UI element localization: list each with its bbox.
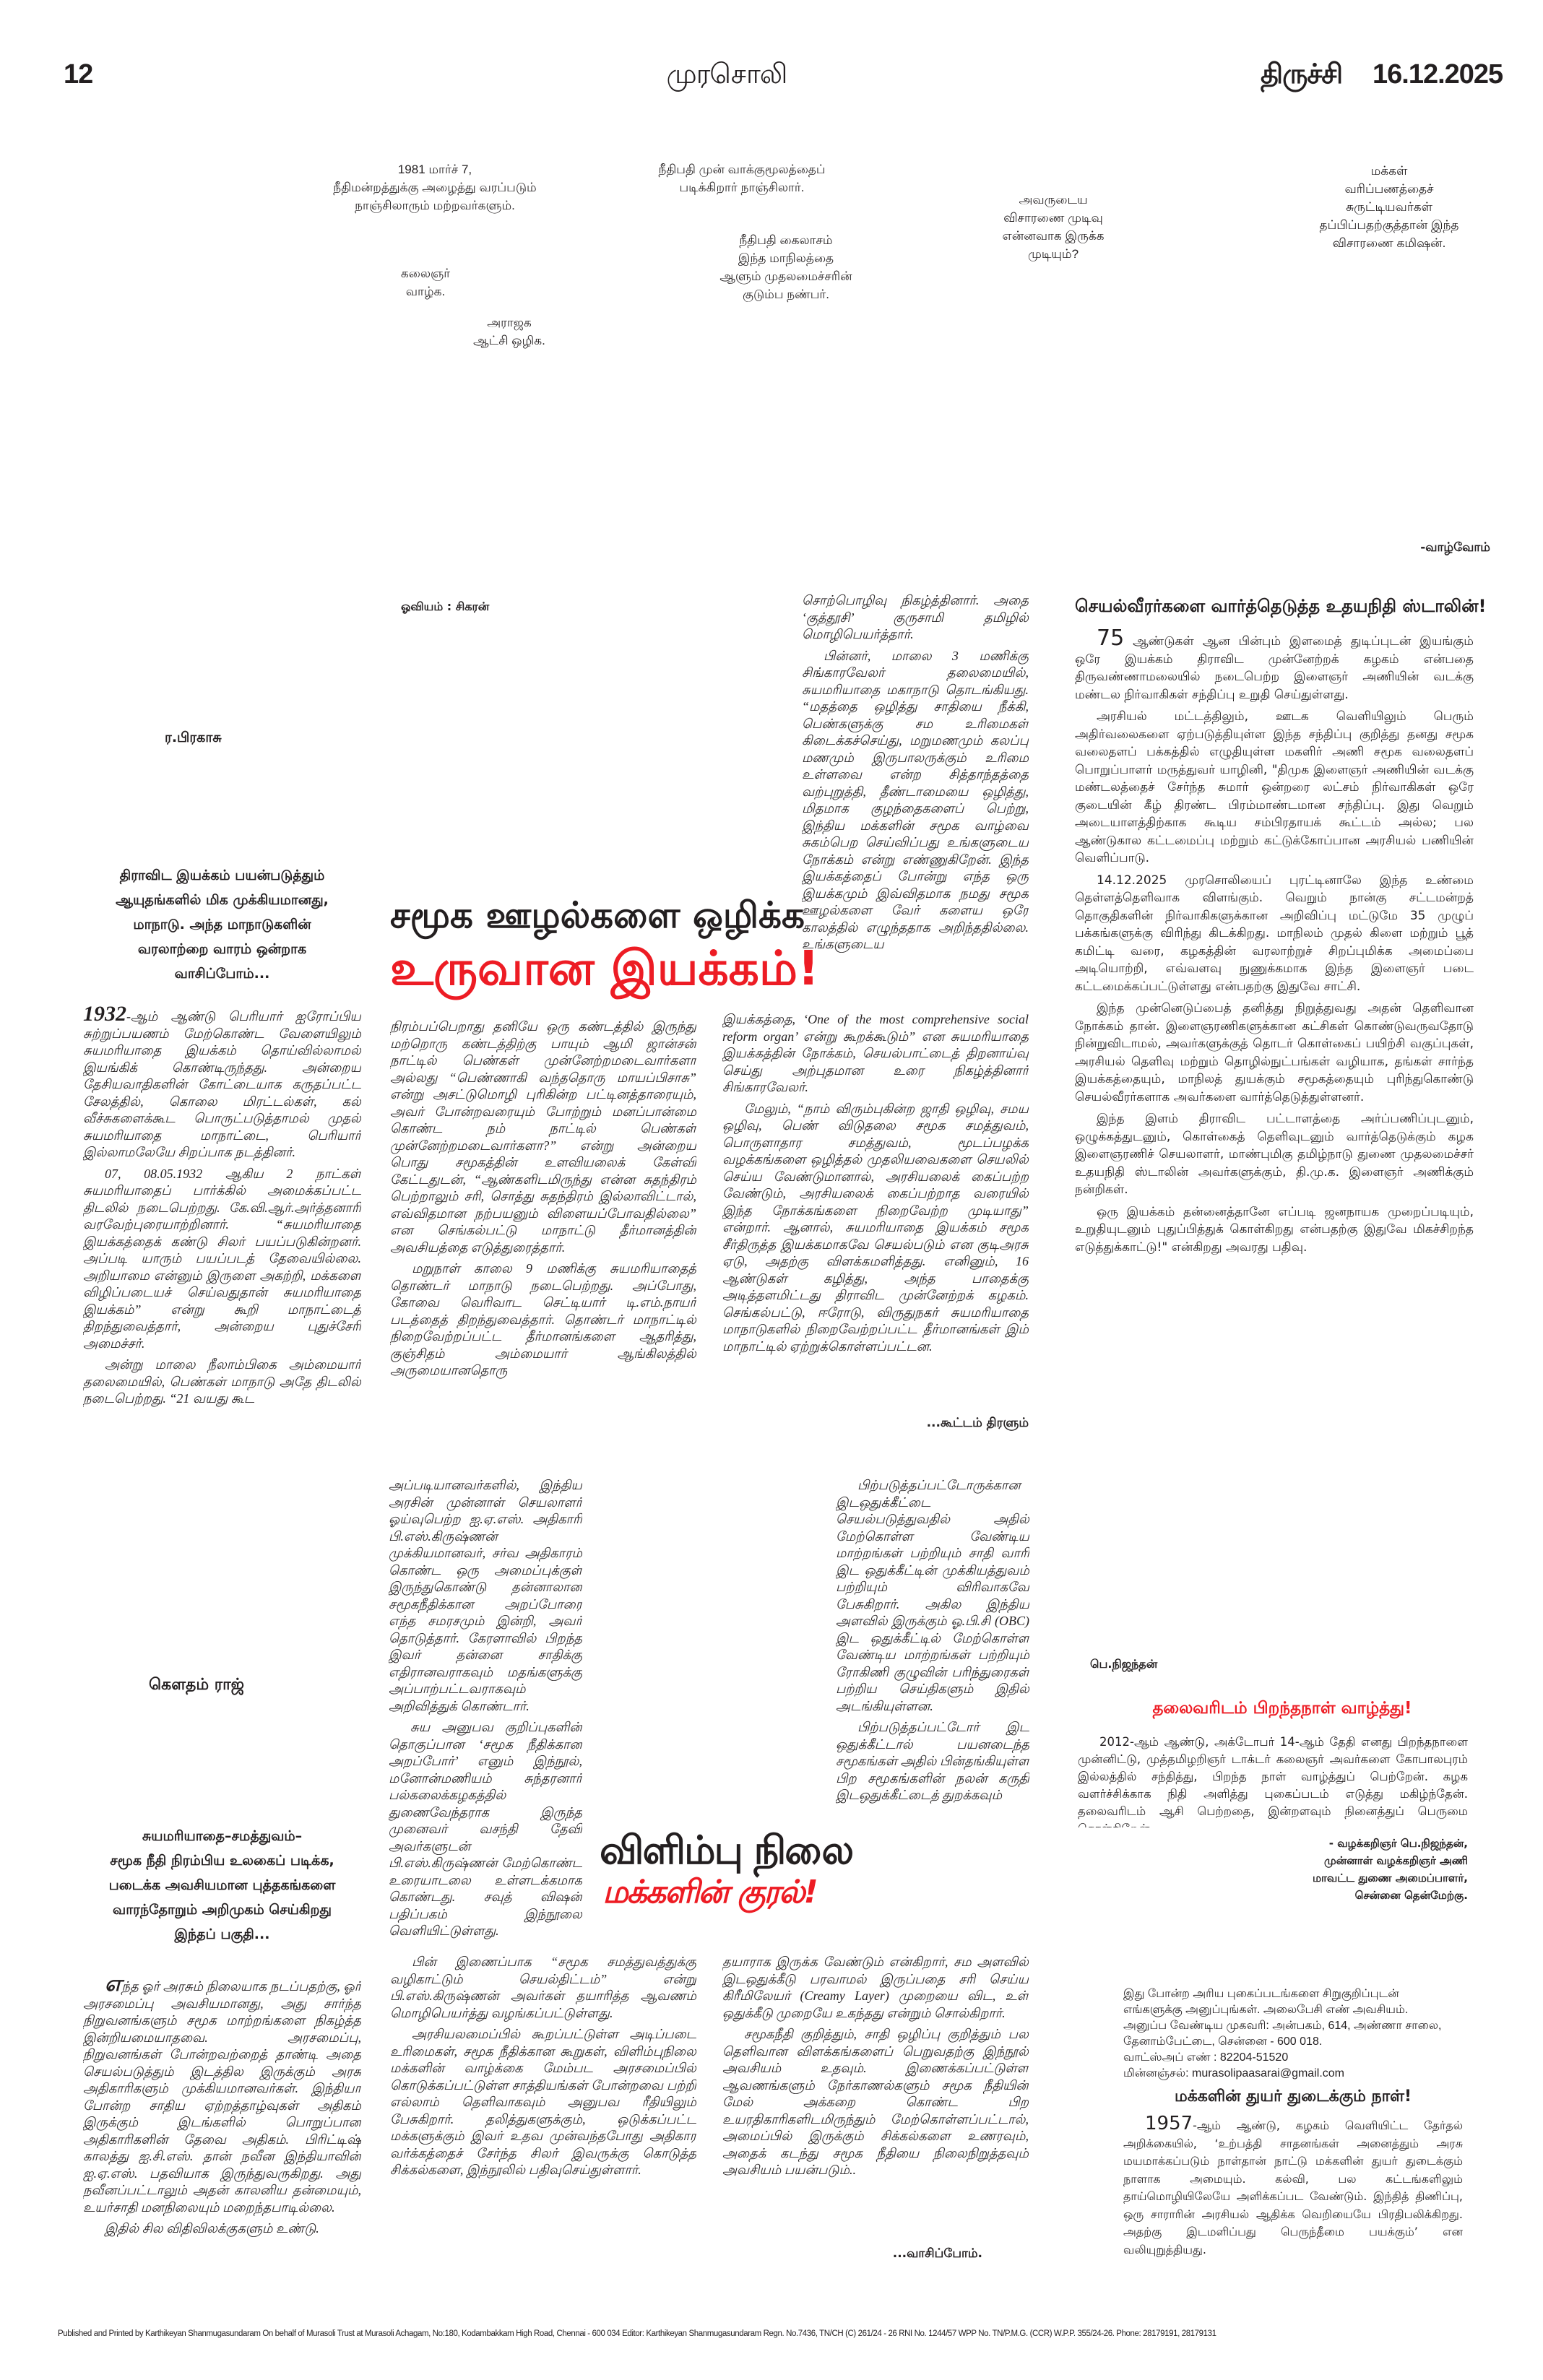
article-column: 75 ஆண்டுகள் ஆன பின்பும் இளமைத் துடிப்புட…: [1075, 628, 1474, 1260]
article-headline: செயல்வீரர்களை வார்த்தெடுத்த உதயநிதி ஸ்டா…: [1075, 596, 1487, 616]
article-intro: திராவிட இயக்கம் பயன்படுத்தும் ஆயுதங்களில…: [116, 867, 329, 982]
continuation-note: ...வாசிப்போம்.: [892, 2246, 982, 2261]
paragraph: ந்த ஓர் அரசும் நிலையாக நடப்பதற்கு, ஓர் அ…: [83, 1979, 361, 2215]
paragraph: மறுநாள் காலை 9 மணிக்கு சுயமரியாதைத் தொண்…: [390, 1261, 696, 1377]
continuation-note: ...கூட்டம் திரளும்: [926, 1416, 1029, 1430]
cartoon-caption: நீதிபதி கைலாசம் இந்த மாநிலத்தை ஆளும் முத…: [719, 233, 852, 301]
paragraph: மேலும், “நாம் விரும்புகின்ற ஜாதி ஒழிவு, …: [722, 1101, 1029, 1354]
lead-number: 75: [1097, 626, 1125, 651]
email-link[interactable]: மின்னஞ்சல்: murasolipaasarai@gmail.com: [1123, 2067, 1344, 2080]
lead-year: 1957: [1145, 2115, 1193, 2134]
paragraph: சமூகநீதி குறித்தும், சாதி ஒழிப்பு குறித்…: [722, 2027, 1029, 2177]
article-headline: தலைவரிடம் பிறந்தநாள் வாழ்த்து!: [1152, 1699, 1412, 1718]
info-line: தேனாம்பேட்டை, சென்னை - 600 018.: [1123, 2035, 1323, 2048]
headline-line2: உருவான இயக்கம்!: [390, 940, 820, 996]
paragraph: -ஆம் ஆண்டு, கழகம் வெளியிட்ட தேர்தல் அறிக…: [1123, 2119, 1463, 2256]
paragraph: இந்த முன்னெடுப்பைத் தனித்து நிறுத்துவது …: [1075, 1001, 1474, 1104]
paragraph: பின் இணைப்பாக “சமூக சமத்துவத்துக்கு வழிக…: [390, 1955, 696, 2020]
headline-line1: விளிம்பு நிலை: [600, 1827, 854, 1873]
cartoon-caption: அராஜக ஆட்சி ஒழிக.: [473, 316, 545, 347]
signature-line: முன்னாள் வழக்கறிஞர் அணி: [1323, 1854, 1468, 1867]
article-column: தயாராக இருக்க வேண்டும் என்கிறார், சம அளவ…: [722, 1954, 1029, 2243]
paragraph: அரசியலமைப்பில் கூறப்பட்டுள்ள அடிப்படை உர…: [390, 2027, 696, 2177]
article-column: எந்த ஓர் அரசும் நிலையாக நடப்பதற்கு, ஓர் …: [83, 1976, 361, 2264]
article-headline: மக்களின் துயர் துடைக்கும் நாள்!: [1174, 2087, 1412, 2106]
paragraph: ஆண்டுகள் ஆன பின்பும் இளமைத் துடிப்புடன் …: [1075, 634, 1474, 702]
signature-line: சென்னை தென்மேற்கு.: [1354, 1889, 1468, 1902]
paragraph: -ஆம் ஆண்டு பெரியார் ஐரோப்பிய சுற்றுப்பயண…: [83, 1009, 361, 1159]
paragraph: அப்படியானவர்களில், இந்திய அரசின் முன்னாள…: [389, 1478, 582, 1713]
lead-year: 1932: [83, 1005, 126, 1026]
paragraph: அரசியல் மட்டத்திலும், ஊடக வெளியிலும் பெர…: [1075, 709, 1474, 865]
byline: கௌதம் ராஜ்: [149, 1676, 244, 1694]
paragraph: 14.12.2025 முரசொலியைப் புரட்டினாலே இந்த …: [1075, 873, 1474, 994]
submission-info: இது போன்ற அரிய புகைப்படங்களை சிறுகுறிப்ப…: [1123, 1986, 1441, 2082]
page-number: 12: [64, 59, 93, 90]
info-line: இது போன்ற அரிய புகைப்படங்களை சிறுகுறிப்ப…: [1123, 1988, 1399, 2000]
paragraph: நிரம்பப்பெறாது தனியே ஒரு கண்டத்தில் இருந…: [390, 1019, 696, 1255]
paragraph: இயக்கத்தை, ‘One of the most comprehensiv…: [722, 1012, 1029, 1094]
lead-letter: எ: [105, 1976, 122, 1996]
paragraph: தயாராக இருக்க வேண்டும் என்கிறார், சம அளவ…: [722, 1955, 1029, 2020]
article-column: பின் இணைப்பாக “சமூக சமத்துவத்துக்கு வழிக…: [390, 1954, 696, 2264]
paragraph: சுய அனுபவ குறிப்புகளின் தொகுப்பான ‘சமூக …: [389, 1720, 582, 1938]
article-column: நிரம்பப்பெறாது தனியே ஒரு கண்டத்தில் இருந…: [390, 1018, 696, 1481]
cartoon-signoff: -வாழ்வோம்: [1420, 540, 1490, 555]
paragraph: 07, 08.05.1932 ஆகிய 2 நாட்கள் சுயமரியாதை…: [83, 1166, 361, 1351]
cartoon-caption: கலைஞர் வாழ்க.: [400, 267, 451, 298]
illustration-credit: ஓவியம் : சிகரன்: [401, 600, 490, 613]
paragraph: அன்று மாலை நீலாம்பிகை அம்மையார் தலைமையில…: [83, 1357, 361, 1406]
info-line: எங்களுக்கு அனுப்புங்கள். அலைபேசி எண் அவச…: [1123, 2004, 1409, 2016]
cartoon-caption: அவருடைய விசாரணை முடிவு என்னவாக இருக்க மு…: [1002, 193, 1105, 261]
edition: திருச்சி: [1261, 59, 1343, 90]
article-column: பிற்படுத்தப்பட்டோருக்கான இடஒதுக்கீட்டை ச…: [836, 1477, 1029, 1947]
paragraph: இதில் சில விதிவிலக்குகளும் உண்டு.: [105, 2221, 319, 2236]
imprint-line: Published and Printed by Karthikeyan Sha…: [58, 2329, 1216, 2338]
signature-block: - வழக்கறிஞர் பெ.நிஜந்தன், முன்னாள் வழக்க…: [1228, 1835, 1468, 1904]
info-line: அனுப்ப வேண்டிய முகவரி: அன்பகம், 614, அண்…: [1123, 2020, 1442, 2032]
paragraph: இந்த இளம் திராவிட பட்டாளத்தை அர்ப்பணிப்ப…: [1075, 1112, 1474, 1197]
headline-line1: சமூக ஊழல்களை ஒழிக்க: [390, 894, 805, 936]
info-line: வாட்ஸ்அப் எண் : 82204-51520: [1123, 2051, 1289, 2064]
byline: பெ.நிஜந்தன்: [1090, 1657, 1158, 1671]
article-column: 1957-ஆம் ஆண்டு, கழகம் வெளியிட்ட தேர்தல் …: [1123, 2115, 1463, 2288]
article-column: 2012-ஆம் ஆண்டு, அக்டோபர் 14-ஆம் தேதி எனத…: [1078, 1734, 1468, 1827]
paragraph: 2012-ஆம் ஆண்டு, அக்டோபர் 14-ஆம் தேதி எனத…: [1078, 1735, 1468, 1827]
signature-line: மாவட்ட துணை அமைப்பாளர்,: [1312, 1871, 1468, 1884]
paragraph: பின்னர், மாலை 3 மணிக்கு சிங்காரவேலர் தலை…: [802, 648, 1029, 952]
cartoon-caption: நீதிபதி முன் வாக்குமூலத்தைப் படிக்கிறார்…: [658, 163, 826, 194]
paragraph: பிற்படுத்தப்பட்டோர் இட ஒதுக்கீட்டால் பயன…: [836, 1720, 1029, 1802]
cartoon-caption: மக்கள் வரிப்பணத்தைச் சுருட்டியவர்கள் தப்…: [1319, 164, 1459, 250]
paragraph: ஒரு இயக்கம் தன்னைத்தானே எப்படி ஜனநாயக மு…: [1075, 1204, 1474, 1255]
article-intro: சுயமரியாதை–சமத்துவம்– சமூக நீதி நிரம்பிய…: [108, 1828, 336, 1942]
paragraph: சொற்பொழிவு நிகழ்த்தினார். அதை ‘குத்தூசி’…: [802, 593, 1029, 641]
headline-line2: மக்களின் குரல்!: [602, 1874, 818, 1911]
article-column: சொற்பொழிவு நிகழ்த்தினார். அதை ‘குத்தூசி’…: [802, 592, 1029, 1008]
masthead: முரசொலி: [666, 59, 788, 90]
article-column: இயக்கத்தை, ‘One of the most comprehensiv…: [722, 1011, 1029, 1412]
article-column: 1932-ஆம் ஆண்டு பெரியார் ஐரோப்பிய சுற்றுப…: [83, 1005, 361, 1491]
article-column: அப்படியானவர்களில், இந்திய அரசின் முன்னாள…: [389, 1477, 582, 1947]
cartoon-caption: 1981 மார்ச் 7, நீதிமன்றத்துக்கு அழைத்து …: [333, 163, 537, 212]
issue-date: 16.12.2025: [1373, 59, 1503, 90]
signature-line: - வழக்கறிஞர் பெ.நிஜந்தன்,: [1328, 1837, 1468, 1850]
byline: ர.பிரகாசு: [165, 730, 222, 745]
paragraph: பிற்படுத்தப்பட்டோருக்கான இடஒதுக்கீட்டை ச…: [836, 1478, 1029, 1713]
